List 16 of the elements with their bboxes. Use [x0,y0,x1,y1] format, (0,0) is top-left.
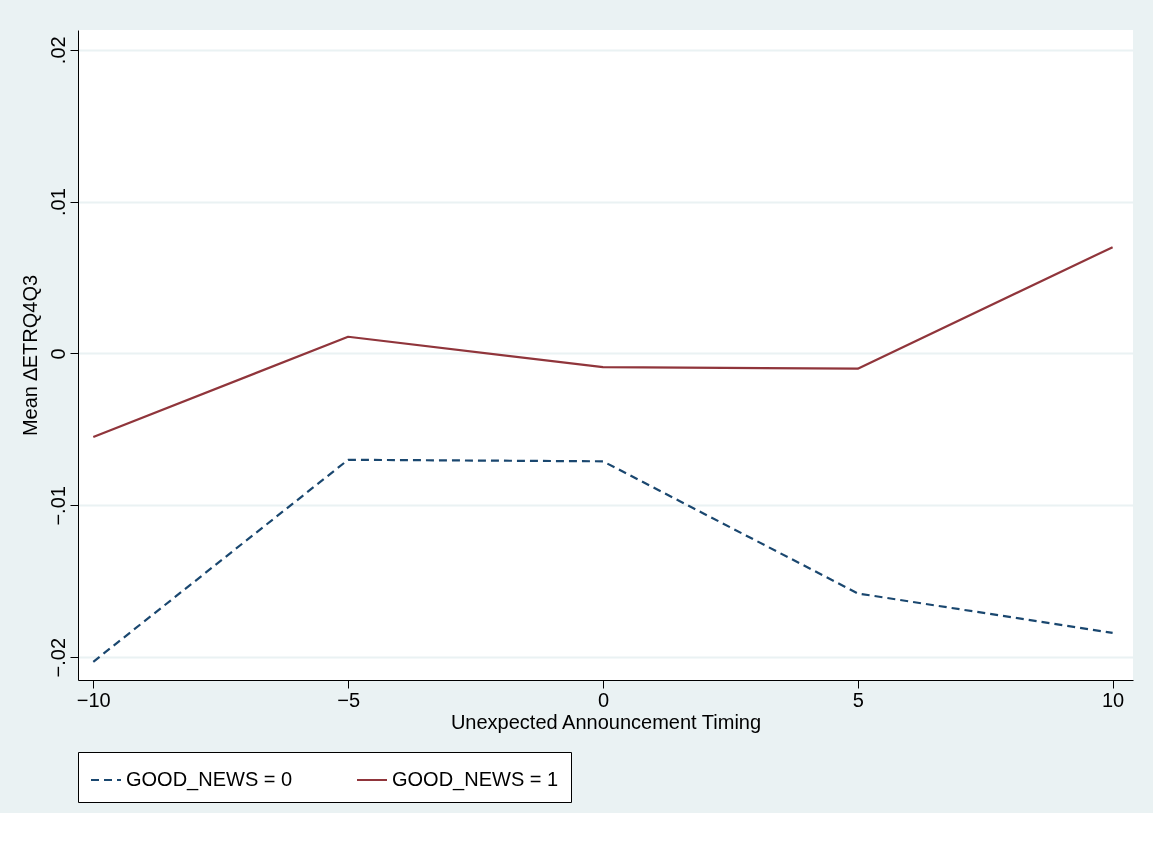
y-tick-label: −.02 [46,637,69,678]
x-tick-label: 0 [597,688,610,711]
line-series [92,458,1114,663]
x-tick-label: 10 [1101,688,1125,711]
y-tick-label: 0 [46,348,69,360]
x-tick-label: −5 [337,688,361,711]
y-axis-title: Mean ∆ETRQ4Q3 [18,274,41,437]
legend-label: GOOD_NEWS = 0 [126,768,293,791]
y-tick-label: −.01 [46,486,69,526]
y-tick-label: .01 [46,188,69,217]
legend-label: GOOD_NEWS = 1 [392,768,559,791]
x-tick-label: −10 [76,688,111,711]
line-series [92,246,1114,439]
x-axis-title: Unexpected Announcement Timing [450,710,762,733]
x-tick-label: 5 [852,688,864,711]
y-tick-label: .02 [46,36,69,65]
